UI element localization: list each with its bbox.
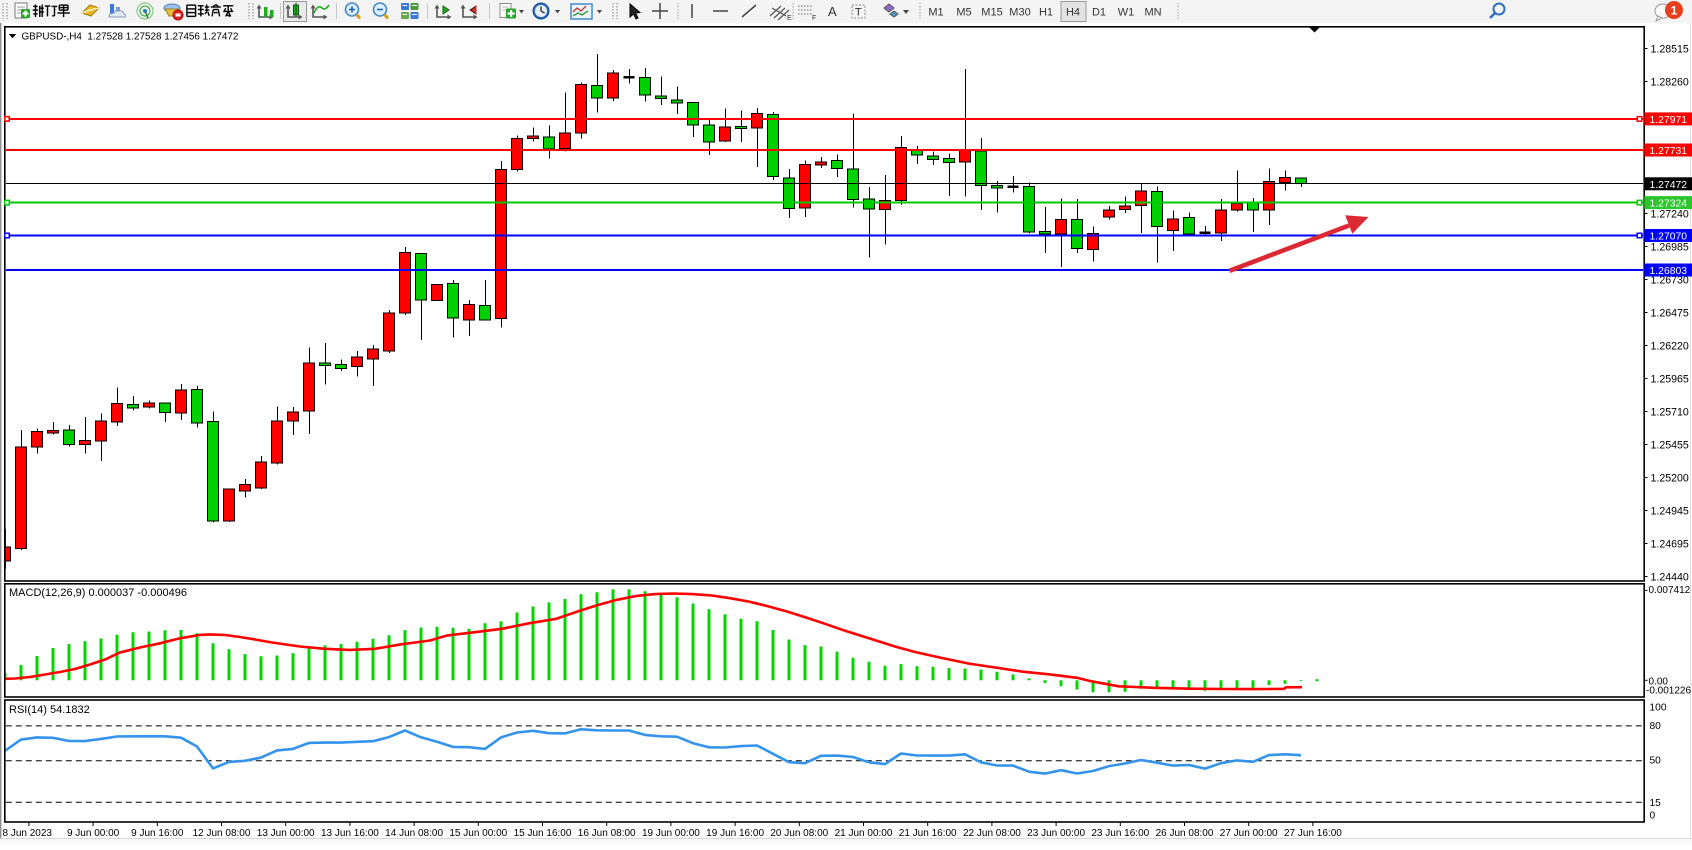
svg-text:1.26475: 1.26475: [1651, 308, 1689, 320]
svg-text:1.27731: 1.27731: [1650, 146, 1688, 157]
svg-text:27 Jun 16:00: 27 Jun 16:00: [1284, 828, 1342, 839]
svg-text:100: 100: [1650, 702, 1667, 713]
svg-text:26 Jun 08:00: 26 Jun 08:00: [1156, 828, 1214, 839]
svg-text:1.27070: 1.27070: [1650, 232, 1688, 243]
svg-text:1.25710: 1.25710: [1651, 407, 1689, 419]
svg-text:1.26220: 1.26220: [1651, 341, 1689, 353]
svg-text:M1: M1: [928, 7, 943, 19]
svg-text:0: 0: [1650, 811, 1656, 822]
svg-text:21 Jun 16:00: 21 Jun 16:00: [899, 828, 957, 839]
svg-text:27 Jun 00:00: 27 Jun 00:00: [1220, 828, 1278, 839]
svg-text:1.27971: 1.27971: [1650, 115, 1688, 126]
svg-text:MN: MN: [1144, 7, 1161, 19]
svg-text:M5: M5: [956, 7, 971, 19]
svg-text:GBPUSD-,H4 1.27528 1.27528 1.: GBPUSD-,H4 1.27528 1.27528 1.27456 1.274…: [22, 32, 239, 43]
svg-text:H4: H4: [1066, 7, 1080, 19]
svg-text:1.28260: 1.28260: [1651, 77, 1689, 89]
svg-text:15: 15: [1650, 798, 1662, 809]
svg-text:1.24945: 1.24945: [1651, 506, 1689, 518]
svg-text:21 Jun 00:00: 21 Jun 00:00: [835, 828, 893, 839]
svg-text:1.25200: 1.25200: [1651, 473, 1689, 485]
svg-text:13 Jun 16:00: 13 Jun 16:00: [321, 828, 379, 839]
svg-text:15 Jun 16:00: 15 Jun 16:00: [514, 828, 572, 839]
svg-text:9 Jun 16:00: 9 Jun 16:00: [131, 828, 184, 839]
svg-text:1.25455: 1.25455: [1651, 440, 1689, 452]
svg-text:A: A: [828, 4, 837, 19]
svg-text:1: 1: [1671, 4, 1678, 18]
svg-text:16 Jun 08:00: 16 Jun 08:00: [578, 828, 636, 839]
svg-text:E: E: [787, 15, 792, 22]
svg-text:0.007412: 0.007412: [1649, 585, 1691, 596]
svg-text:19 Jun 16:00: 19 Jun 16:00: [706, 828, 764, 839]
svg-text:D1: D1: [1092, 7, 1106, 19]
svg-text:1.26985: 1.26985: [1651, 242, 1689, 254]
svg-text:1.27240: 1.27240: [1651, 209, 1689, 221]
svg-text:12 Jun 08:00: 12 Jun 08:00: [193, 828, 251, 839]
svg-text:0.00: 0.00: [1649, 676, 1669, 687]
svg-text:1.24440: 1.24440: [1651, 572, 1689, 584]
svg-text:1.26730: 1.26730: [1651, 275, 1689, 287]
svg-text:W1: W1: [1118, 7, 1135, 19]
svg-text:RSI(14) 54.1832: RSI(14) 54.1832: [9, 704, 90, 716]
svg-text:T: T: [855, 7, 862, 19]
svg-text:20 Jun 08:00: 20 Jun 08:00: [770, 828, 828, 839]
svg-text:8 Jun 2023: 8 Jun 2023: [3, 828, 53, 839]
svg-text:1.26803: 1.26803: [1650, 266, 1688, 277]
svg-text:1.24695: 1.24695: [1651, 539, 1689, 551]
svg-text:14 Jun 08:00: 14 Jun 08:00: [385, 828, 443, 839]
svg-text:19 Jun 00:00: 19 Jun 00:00: [642, 828, 700, 839]
svg-text:22 Jun 08:00: 22 Jun 08:00: [963, 828, 1021, 839]
svg-text:13 Jun 00:00: 13 Jun 00:00: [257, 828, 315, 839]
svg-text:1.25965: 1.25965: [1651, 374, 1689, 386]
svg-text:1.27472: 1.27472: [1650, 180, 1688, 191]
svg-text:1.28515: 1.28515: [1651, 44, 1689, 56]
svg-text:23 Jun 16:00: 23 Jun 16:00: [1091, 828, 1149, 839]
svg-text:1.27324: 1.27324: [1650, 199, 1688, 210]
svg-text:9 Jun 00:00: 9 Jun 00:00: [67, 828, 120, 839]
svg-text:M15: M15: [981, 7, 1002, 19]
svg-text:80: 80: [1650, 721, 1662, 732]
svg-text:-0.001226: -0.001226: [1646, 686, 1691, 697]
svg-text:H1: H1: [1039, 7, 1053, 19]
svg-text:M30: M30: [1009, 7, 1030, 19]
svg-text:50: 50: [1650, 756, 1662, 767]
svg-text:MACD(12,26,9) 0.000037 -0.0004: MACD(12,26,9) 0.000037 -0.000496: [9, 587, 187, 599]
svg-text:15 Jun 00:00: 15 Jun 00:00: [449, 828, 507, 839]
svg-text:F: F: [812, 15, 816, 22]
svg-text:23 Jun 00:00: 23 Jun 00:00: [1027, 828, 1085, 839]
